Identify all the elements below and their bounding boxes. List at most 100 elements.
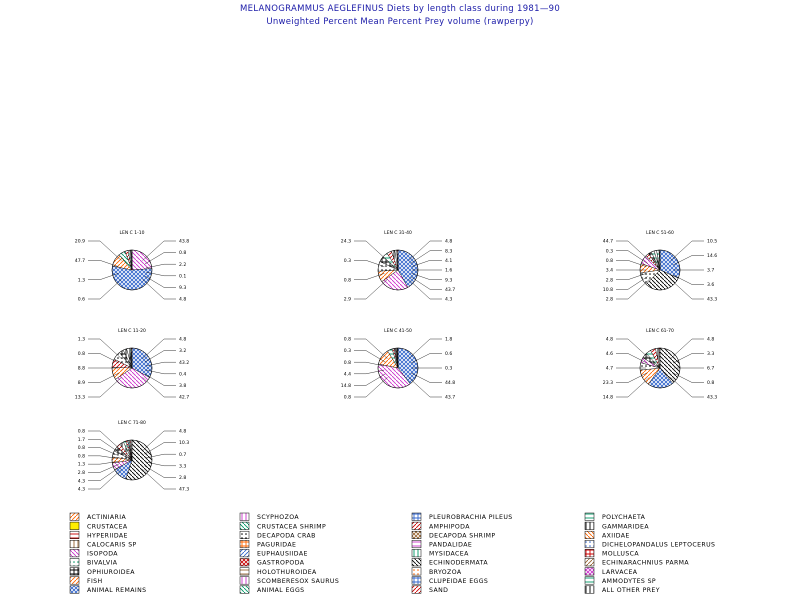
slice-data-label: 0.8 bbox=[344, 360, 351, 366]
slice-data-label: 8.8 bbox=[78, 366, 85, 372]
slice-data-label: 44.8 bbox=[445, 380, 455, 386]
chart-subtitle: Unweighted Percent Mean Percent Prey vol… bbox=[266, 17, 534, 27]
leader-line bbox=[88, 377, 122, 398]
slice-data-label: 2.8 bbox=[606, 277, 613, 283]
pie-chart: LEN C 71-80 0.8 1.7 0.8 0.8 1.3 2.8 4.3 4.3 4.8 10… bbox=[78, 420, 190, 493]
slice-data-label: 4.8 bbox=[707, 337, 714, 343]
legend-swatch bbox=[411, 576, 422, 585]
leader-line bbox=[88, 461, 119, 465]
leader-line bbox=[410, 353, 442, 364]
legend-swatch bbox=[584, 521, 595, 530]
legend-swatch bbox=[411, 540, 422, 549]
slice-data-label: 43.7 bbox=[445, 395, 455, 401]
leader-line bbox=[354, 240, 388, 261]
slice-data-label: 2.8 bbox=[179, 475, 186, 481]
legend-item: ALL OTHER PREY bbox=[584, 585, 660, 594]
slice-data-label: 2.2 bbox=[179, 262, 186, 268]
leader-line bbox=[88, 353, 120, 364]
slice-data-label: 0.3 bbox=[344, 258, 351, 264]
slice-data-label: 0.3 bbox=[445, 366, 452, 372]
legend-swatch bbox=[411, 558, 422, 567]
slice-data-label: 47.3 bbox=[179, 487, 189, 493]
slice-data-label: 43.2 bbox=[179, 360, 189, 366]
slice-data-label: 9.3 bbox=[179, 285, 186, 291]
leader-line bbox=[142, 240, 176, 261]
leader-line bbox=[354, 373, 386, 386]
legend-item: HYPERIIDAE bbox=[69, 530, 127, 539]
leader-line bbox=[145, 271, 176, 276]
slice-data-label: 1.3 bbox=[78, 337, 85, 343]
slice-data-label: 0.3 bbox=[344, 348, 351, 354]
pie-outline bbox=[111, 439, 153, 481]
legend-swatch bbox=[411, 585, 422, 594]
leader-line bbox=[88, 430, 122, 451]
leader-line bbox=[145, 264, 176, 269]
legend-swatch bbox=[69, 540, 80, 549]
leader-line bbox=[672, 255, 704, 266]
slice-data-label: 0.1 bbox=[179, 273, 186, 279]
legend-swatch bbox=[411, 530, 422, 539]
legend-item: ECHINODERMATA bbox=[411, 558, 488, 567]
slice-data-label: 43.3 bbox=[707, 395, 717, 401]
slice-data-label: 1.6 bbox=[445, 268, 452, 274]
slice-data-label: 8.9 bbox=[78, 380, 85, 386]
legend-label: CRUSTACEA SHRIMP bbox=[257, 523, 326, 530]
leader-line bbox=[354, 260, 385, 267]
slice-data-label: 14.6 bbox=[707, 253, 717, 259]
legend-swatch bbox=[239, 512, 250, 521]
legend-label: DECAPODA SHRIMP bbox=[429, 532, 495, 539]
slice-data-label: 2.8 bbox=[606, 297, 613, 303]
leader-line bbox=[88, 338, 122, 359]
legend-swatch bbox=[239, 521, 250, 530]
slice-data-label: 20.9 bbox=[75, 239, 85, 245]
slice-data-label: 4.7 bbox=[606, 366, 613, 372]
legend-label: SCOMBERESOX SAURUS bbox=[257, 578, 339, 585]
legend-label: LARVACEA bbox=[602, 569, 638, 576]
slice-data-label: 4.8 bbox=[179, 297, 186, 303]
legend-item: DECAPODA SHRIMP bbox=[411, 530, 495, 539]
pie-title: LEN C 51-60 bbox=[646, 230, 674, 236]
leader-line bbox=[88, 372, 120, 383]
slice-data-label: 0.6 bbox=[78, 297, 85, 303]
leader-line bbox=[410, 372, 442, 383]
legend-label: ISOPODA bbox=[87, 551, 118, 558]
legend-swatch bbox=[69, 576, 80, 585]
pie-title: LEN C 11-20 bbox=[118, 328, 146, 334]
legend-swatch bbox=[584, 567, 595, 576]
legend-label: ANIMAL EGGS bbox=[257, 587, 305, 594]
slice-data-label: 43.8 bbox=[179, 239, 189, 245]
leader-line bbox=[616, 338, 650, 359]
leader-line bbox=[88, 240, 122, 261]
legend-item: BIVALVIA bbox=[69, 558, 117, 567]
slice-data-label: 3.7 bbox=[707, 268, 714, 274]
leader-line bbox=[142, 469, 176, 490]
legend-label: CRUSTACEA bbox=[87, 523, 128, 530]
legend-item: CRUSTACEA SHRIMP bbox=[239, 521, 326, 530]
legend-swatch bbox=[69, 585, 80, 594]
pie-title: LEN C 41-50 bbox=[384, 328, 412, 334]
legend-label: HOLOTHUROIDEA bbox=[257, 569, 317, 576]
leader-line bbox=[411, 273, 442, 280]
legend-label: POLYCHAETA bbox=[602, 514, 646, 521]
leader-line bbox=[410, 276, 442, 290]
legend-swatch bbox=[584, 540, 595, 549]
legend-swatch bbox=[584, 585, 595, 594]
legend-swatch bbox=[584, 512, 595, 521]
leader-line bbox=[408, 338, 442, 359]
slice-data-label: 10.3 bbox=[179, 440, 189, 446]
slice-data-label: 4.8 bbox=[445, 239, 452, 245]
legend-label: BRYOZOA bbox=[429, 569, 462, 576]
legend-label: ECHINODERMATA bbox=[429, 560, 488, 567]
legend-item: EUPHAUSIIDAE bbox=[239, 549, 307, 558]
leader-line bbox=[411, 260, 442, 267]
legend-swatch bbox=[239, 540, 250, 549]
leader-line bbox=[142, 338, 176, 359]
leader-line bbox=[354, 279, 388, 300]
legend-label: CLUPEIDAE EGGS bbox=[429, 578, 488, 585]
slice-data-label: 6.7 bbox=[707, 366, 714, 372]
pie-chart: LEN C 11-20 1.3 0.8 8.8 8.9 13.3 4.8 3.2 43.2 0.4… bbox=[75, 328, 190, 401]
slice-data-label: 4.8 bbox=[606, 337, 613, 343]
legend-item: CALOCARIS SP bbox=[69, 540, 136, 549]
leader-line bbox=[144, 252, 176, 265]
legend-item: GAMMARIDEA bbox=[584, 521, 649, 530]
